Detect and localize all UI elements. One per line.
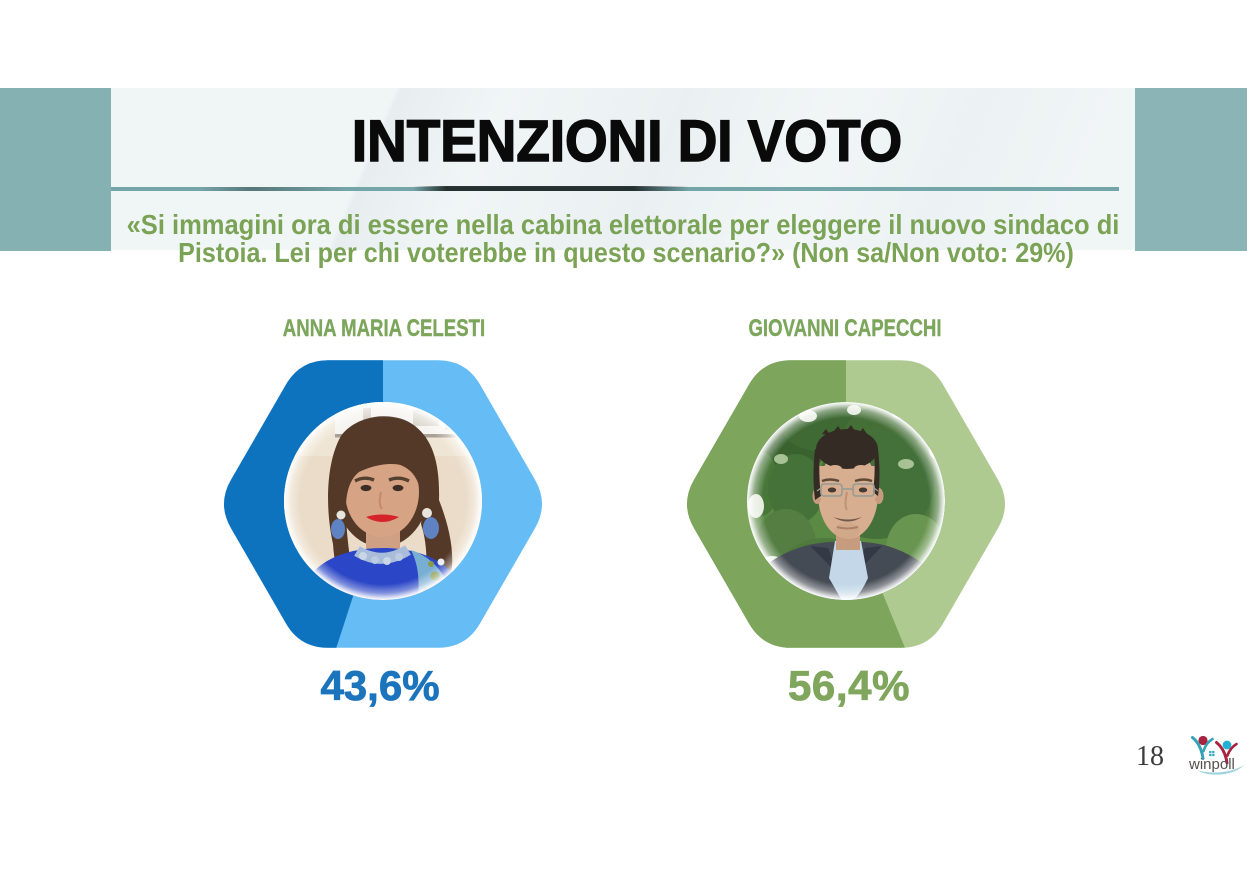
- svg-text:winpoll: winpoll: [1188, 756, 1235, 773]
